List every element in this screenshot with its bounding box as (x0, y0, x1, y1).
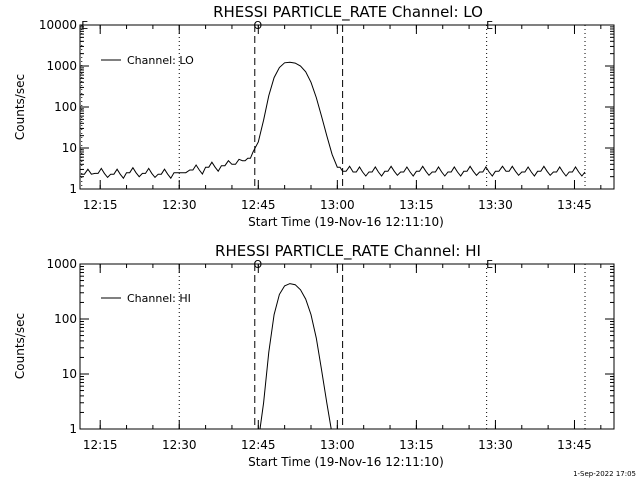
x-tick-label-lo: 13:30 (478, 198, 513, 212)
x-tick-label-lo: 13:15 (399, 198, 434, 212)
x-tick-label-lo: 13:00 (320, 198, 355, 212)
x-axis-label-hi: Start Time (19-Nov-16 12:11:10) (248, 455, 444, 469)
plot-frame-lo (79, 24, 615, 190)
x-tick-label-lo: 12:45 (241, 198, 276, 212)
x-tick-label-hi: 12:30 (162, 438, 197, 452)
legend-hi: Channel: HI (101, 292, 191, 305)
y-tick-label-hi: 10 (62, 367, 77, 381)
y-tick-label-lo: 10 (62, 141, 77, 155)
chart-panel-lo: RHESSI PARTICLE_RATE Channel: LO 1 10 100 1… (13, 3, 615, 229)
y-tick-label-hi: 1000 (46, 257, 77, 271)
y-tick-label-lo: 1 (69, 182, 77, 196)
footer-timestamp: 1-Sep-2022 17:05 (573, 470, 636, 478)
x-tick-label-hi: 12:45 (241, 438, 276, 452)
x-axis-label-lo: Start Time (19-Nov-16 12:11:10) (248, 215, 444, 229)
x-tick-label-lo: 12:30 (162, 198, 197, 212)
y-tick-label-lo: 100 (54, 100, 77, 114)
x-tick-label-lo: 13:45 (557, 198, 592, 212)
plot-frame-hi (79, 263, 615, 430)
y-axis-label-lo: Counts/sec (13, 74, 27, 140)
y-tick-label-hi: 1 (69, 422, 77, 436)
x-tick-label-lo: 12:15 (83, 198, 118, 212)
x-tick-label-hi: 13:45 (557, 438, 592, 452)
x-tick-label-hi: 13:15 (399, 438, 434, 452)
legend-label-lo: Channel: LO (127, 54, 194, 67)
chart-panel-hi: RHESSI PARTICLE_RATE Channel: HI 1 10 100 1… (13, 242, 615, 469)
legend-label-hi: Channel: HI (127, 292, 191, 305)
y-axis-label-hi: Counts/sec (13, 313, 27, 379)
series-line-lo (80, 61, 586, 180)
chart-title-hi: RHESSI PARTICLE_RATE Channel: HI (215, 242, 481, 261)
y-tick-label-lo: 10000 (39, 18, 77, 32)
legend-lo: Channel: LO (101, 54, 194, 67)
y-tick-label-lo: 1000 (46, 59, 77, 73)
x-tick-label-hi: 13:00 (320, 438, 355, 452)
chart-title-lo: RHESSI PARTICLE_RATE Channel: LO (213, 3, 483, 22)
x-tick-label-hi: 13:30 (478, 438, 513, 452)
series-line-hi (259, 283, 332, 430)
x-tick-label-hi: 12:15 (83, 438, 118, 452)
y-tick-label-hi: 100 (54, 312, 77, 326)
